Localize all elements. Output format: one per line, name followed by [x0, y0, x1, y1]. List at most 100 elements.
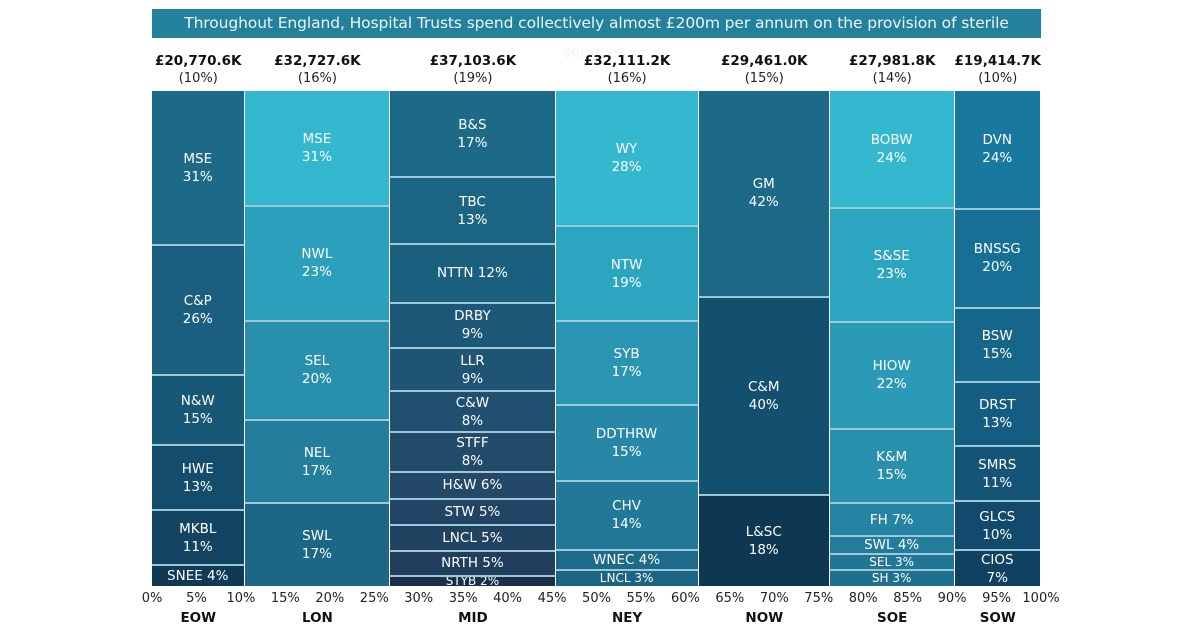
segment-wnec[interactable]: WNEC 4%	[555, 550, 698, 571]
segment-styb[interactable]: STYB 2%	[390, 576, 555, 586]
segment-name-pct: LNCL 3%	[599, 570, 654, 585]
segment-sel[interactable]: SEL 3%	[829, 555, 954, 572]
segment-label: NTW 19%	[611, 256, 643, 292]
x-tick-label: 45%	[537, 591, 567, 606]
x-tick-label: 70%	[759, 591, 789, 606]
segment-lncl[interactable]: LNCL 3%	[555, 570, 698, 586]
segment-pct: 40%	[748, 396, 779, 413]
segment-label: NWL 23%	[301, 245, 332, 281]
segment-drst[interactable]: DRST 13%	[954, 383, 1040, 448]
segment-pct: 23%	[876, 266, 907, 283]
segment-label: BOBW 24%	[871, 131, 913, 167]
segment-k-m[interactable]: K&M 15%	[829, 429, 954, 505]
column-total: £19,414.7K	[954, 53, 1041, 69]
segment-swl[interactable]: SWL 17%	[244, 504, 390, 586]
segment-label: SEL 20%	[302, 352, 332, 388]
segment-label: C&P 26%	[183, 292, 213, 328]
segment-nel[interactable]: NEL 17%	[244, 421, 390, 505]
segment-name: C&M	[747, 378, 780, 395]
segment-syb[interactable]: SYB 17%	[555, 322, 698, 407]
segment-label: N&W 15%	[181, 392, 215, 428]
segment-l-sc[interactable]: L&SC 18%	[698, 495, 829, 586]
segment-pct: 13%	[457, 211, 488, 228]
segment-label: BNSSG 20%	[974, 240, 1021, 276]
segment-name: SMRS	[978, 456, 1017, 473]
segment-chv[interactable]: CHV 14%	[555, 481, 698, 551]
segment-llr[interactable]: LLR 9%	[390, 348, 555, 393]
segment-name: NTW	[610, 256, 643, 273]
segment-c-w[interactable]: C&W 8%	[390, 392, 555, 434]
segment-label: STYB 2%	[446, 577, 499, 586]
segment-wy[interactable]: WY 28%	[555, 91, 698, 228]
segment-hiow[interactable]: HIOW 22%	[829, 323, 954, 430]
segment-ntw[interactable]: NTW 19%	[555, 227, 698, 323]
segment-gm[interactable]: GM 42%	[698, 91, 829, 298]
segment-c-m[interactable]: C&M 40%	[698, 297, 829, 496]
segment-stff[interactable]: STFF 8%	[390, 433, 555, 473]
segment-pct: 24%	[982, 150, 1013, 167]
segment-bobw[interactable]: BOBW 24%	[829, 91, 954, 210]
segment-mkbl[interactable]: MKBL 11%	[152, 511, 244, 566]
segment-pct: 13%	[182, 478, 213, 495]
segment-label: B&S 17%	[457, 116, 487, 152]
segment-nrth[interactable]: NRTH 5%	[390, 551, 555, 577]
column-total: £37,103.6K	[429, 53, 517, 69]
segment-n-w[interactable]: N&W 15%	[152, 376, 244, 446]
segment-cios[interactable]: CIOS 7%	[954, 551, 1040, 586]
segment-sh[interactable]: SH 3%	[829, 571, 954, 586]
segment-name: MSE	[302, 131, 332, 148]
segment-label: FH 7%	[870, 511, 914, 529]
x-tick-label: 60%	[670, 591, 700, 606]
segment-drby[interactable]: DRBY 9%	[390, 303, 555, 349]
segment-pct: 31%	[301, 149, 332, 166]
segment-label: BSW 15%	[982, 327, 1013, 363]
segment-label: C&W 8%	[456, 394, 489, 430]
segment-label: L&SC 18%	[746, 523, 782, 559]
segment-fh[interactable]: FH 7%	[829, 504, 954, 538]
segment-glcs[interactable]: GLCS 10%	[954, 501, 1040, 552]
segment-c-p[interactable]: C&P 26%	[152, 246, 244, 376]
segment-ddthrw[interactable]: DDTHRW 15%	[555, 406, 698, 482]
segment-hwe[interactable]: HWE 13%	[152, 446, 244, 511]
column-total: £29,461.0K	[721, 53, 808, 69]
segment-pct: 26%	[182, 311, 213, 327]
segment-bnssg[interactable]: BNSSG 20%	[954, 209, 1040, 309]
segment-smrs[interactable]: SMRS 11%	[954, 447, 1040, 502]
segment-label: WY 28%	[612, 140, 642, 176]
segment-mse[interactable]: MSE 31%	[152, 91, 244, 246]
segment-name: DRBY	[454, 308, 491, 325]
segment-name: L&SC	[745, 523, 782, 540]
segment-s-se[interactable]: S&SE 23%	[829, 209, 954, 324]
column-soe: BOBW 24% S&SE 23% HIOW 22% K&M 15% FH 7% SWL 4% SE…	[829, 91, 955, 586]
segment-lncl[interactable]: LNCL 5%	[390, 525, 555, 552]
category-label: EOW	[180, 610, 217, 626]
segment-sel[interactable]: SEL 20%	[244, 321, 390, 421]
segment-b-s[interactable]: B&S 17%	[390, 91, 555, 179]
segment-swl[interactable]: SWL 4%	[829, 537, 954, 556]
segment-mse[interactable]: MSE 31%	[244, 91, 390, 208]
segment-pct: 24%	[876, 150, 907, 167]
column-share: (19%)	[453, 71, 493, 86]
segment-label: HIOW 22%	[873, 357, 911, 393]
segment-label: NEL 17%	[302, 444, 332, 480]
segment-dvn[interactable]: DVN 24%	[954, 91, 1040, 210]
segment-tbc[interactable]: TBC 13%	[390, 178, 555, 245]
column-total: £27,981.8K	[848, 53, 936, 69]
segment-bsw[interactable]: BSW 15%	[954, 308, 1040, 384]
segment-name-pct: STYB 2%	[445, 576, 500, 586]
segment-label: STFF 8%	[456, 434, 488, 470]
segment-h-w[interactable]: H&W 6%	[390, 472, 555, 500]
column-header: £27,981.8K (14%)	[849, 52, 935, 87]
segment-nttn[interactable]: NTTN 12%	[390, 244, 555, 304]
segment-nwl[interactable]: NWL 23%	[244, 207, 390, 322]
segment-label: SWL 4%	[864, 537, 919, 553]
x-tick-label: 40%	[493, 591, 523, 606]
segment-name: GLCS	[979, 508, 1016, 525]
x-tick-label: 100%	[1022, 591, 1060, 606]
segment-snee[interactable]: SNEE 4%	[152, 566, 244, 586]
segment-label: LNCL 5%	[442, 529, 502, 547]
segment-name: NWL	[301, 246, 333, 263]
segment-label: WNEC 4%	[593, 551, 660, 569]
column-ney: WY 28% NTW 19% SYB 17% DDTHRW 15% CHV 14% WNEC 4% L…	[555, 91, 699, 586]
segment-stw[interactable]: STW 5%	[390, 500, 555, 526]
